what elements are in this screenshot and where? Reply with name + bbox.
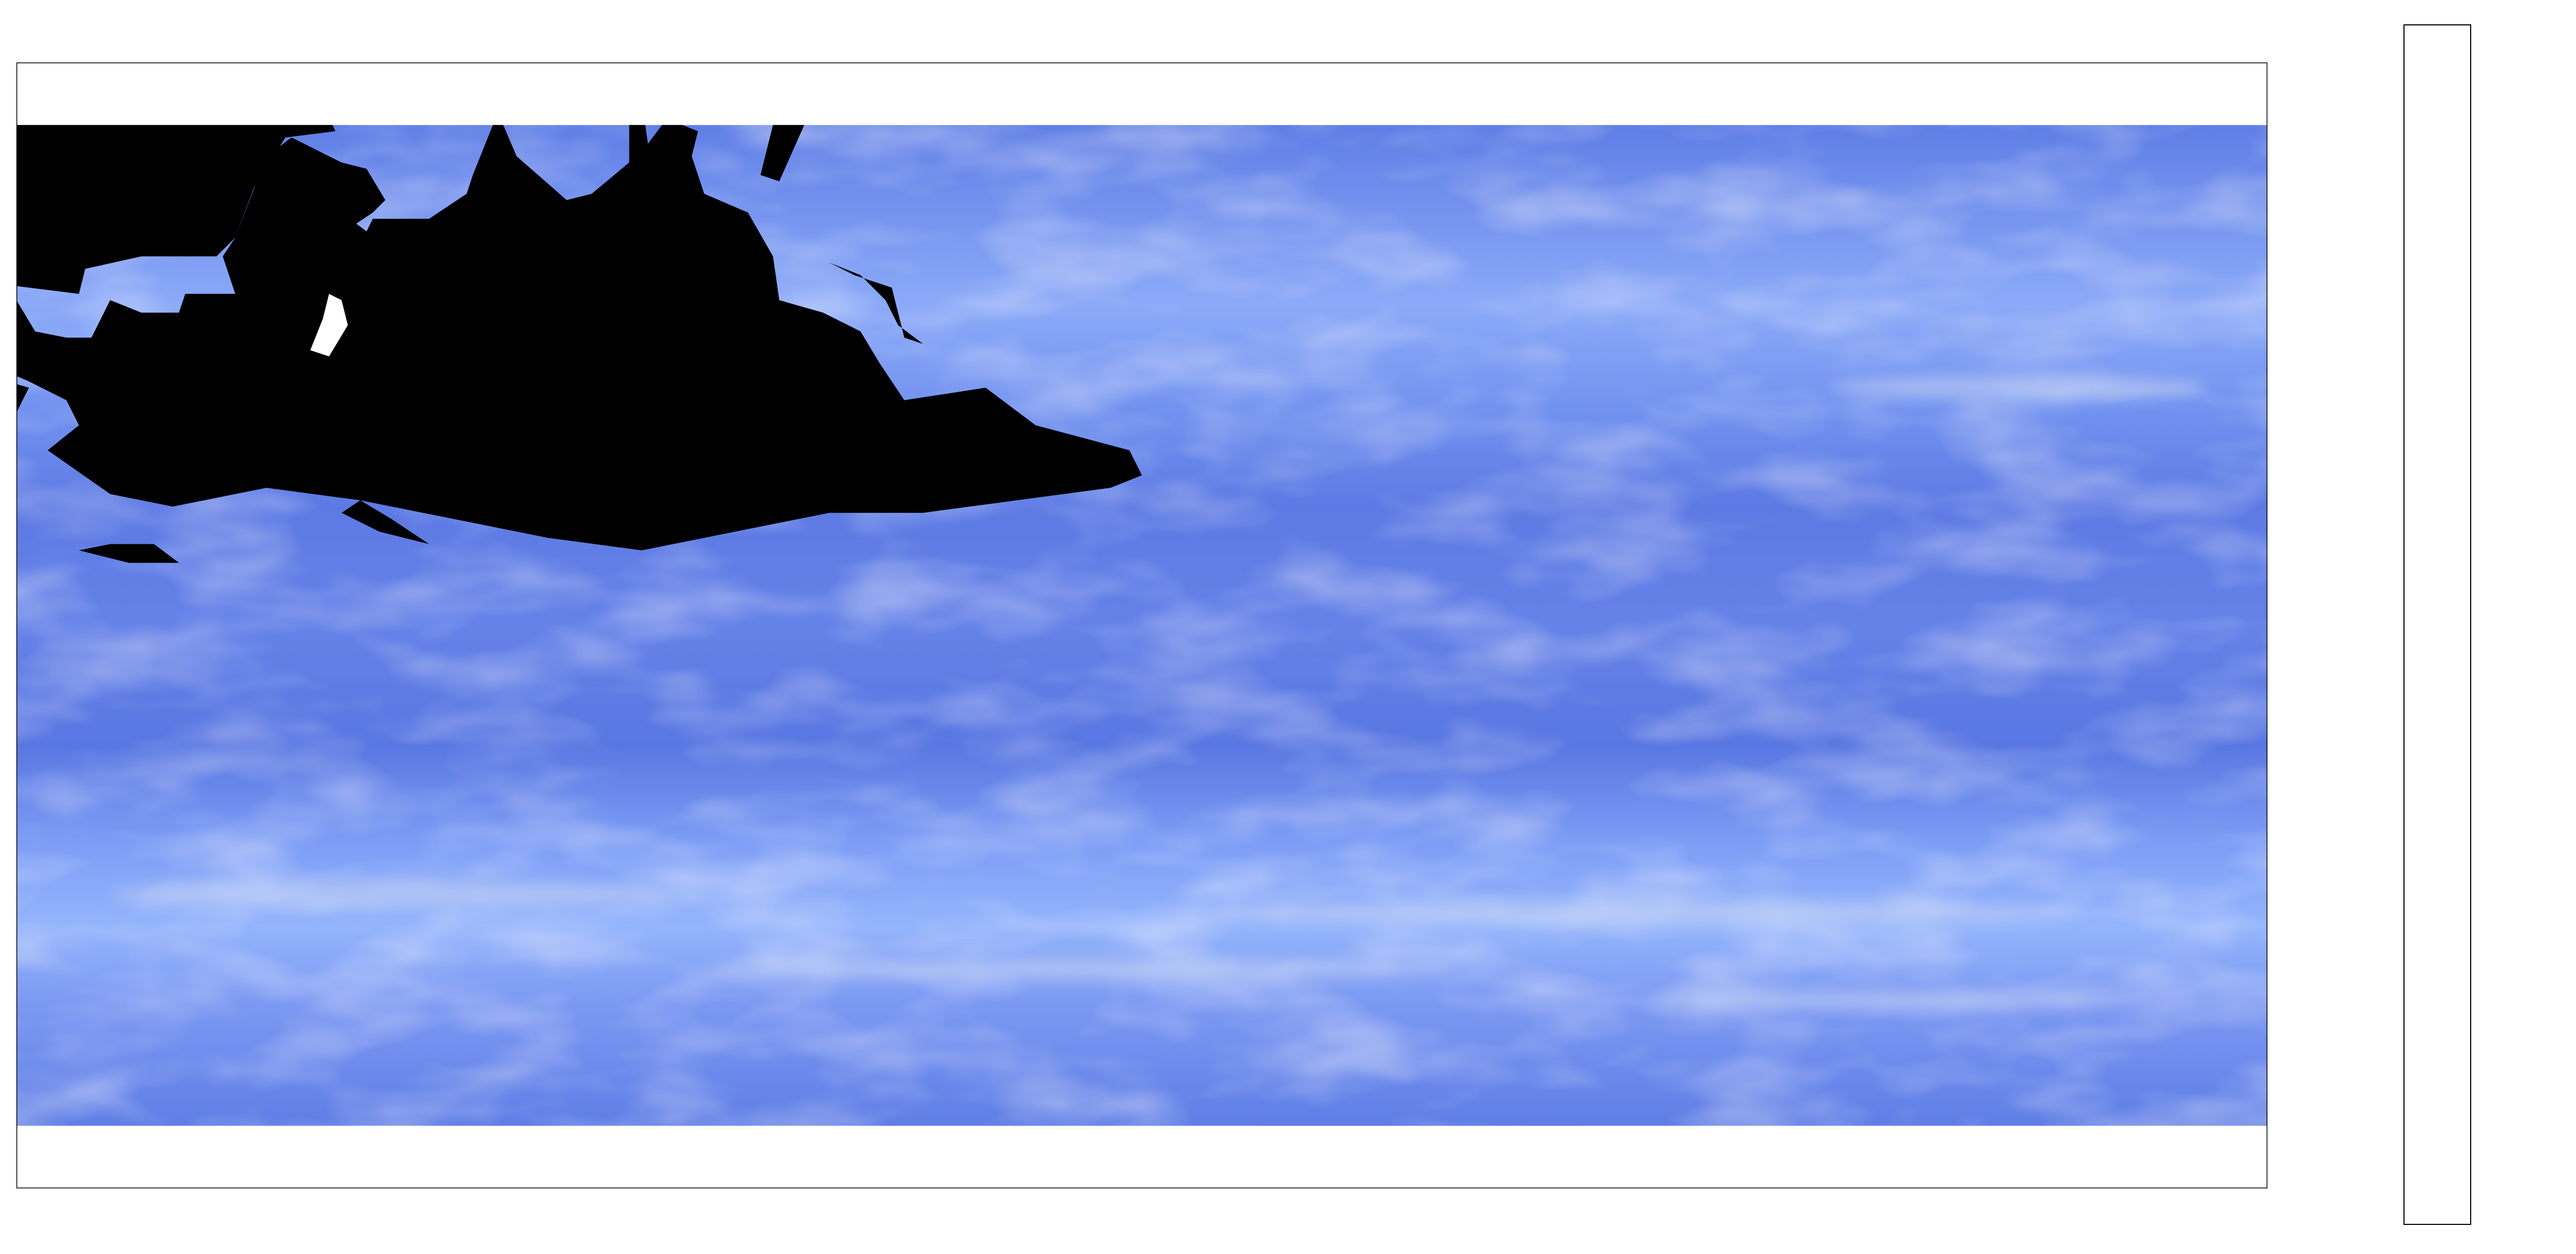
colorbar [2403,24,2471,1225]
missing-regions [16,62,2267,1139]
landmass-uk [16,384,29,413]
missing-south-band [16,1125,2267,1139]
landmass-novaya-zemlya [341,500,429,544]
lake-caspian [310,294,348,357]
missing-north-band [16,62,2267,125]
landmass-japan [829,262,924,344]
landmass-svalbard [79,544,179,563]
landmass-arabia [235,137,386,250]
world-map [16,62,2267,1188]
map-area [16,62,2267,1188]
